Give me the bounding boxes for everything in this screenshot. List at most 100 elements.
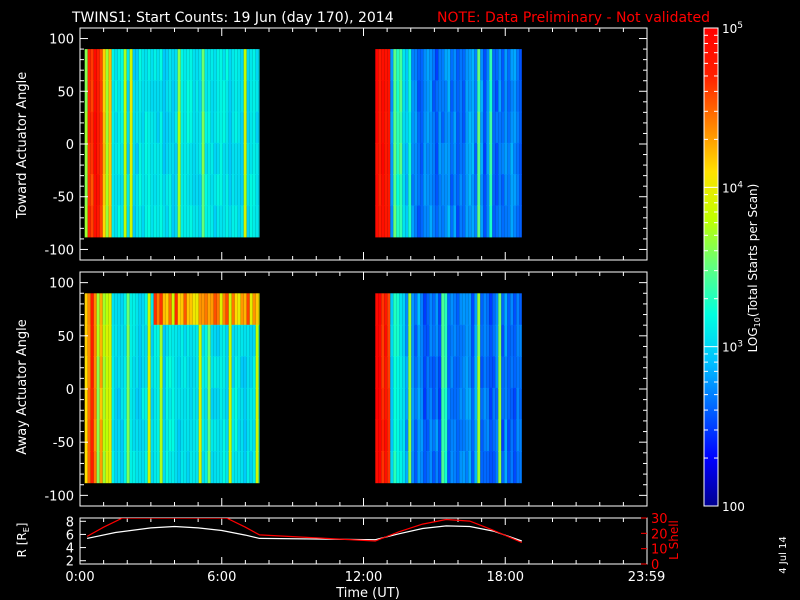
heatmap-cell <box>204 174 208 207</box>
heatmap-cell <box>396 387 400 421</box>
y-tick-label: -50 <box>53 436 74 451</box>
heatmap-cell <box>156 451 160 484</box>
heatmap-cell <box>90 387 94 421</box>
heatmap-cell <box>171 419 175 452</box>
heatmap-cell <box>216 49 220 81</box>
heatmap-cell <box>150 419 154 452</box>
heatmap-cell <box>222 324 226 357</box>
heatmap-cell <box>228 419 232 452</box>
heatmap-cell <box>231 324 235 357</box>
colorbar: 100 103 104 105 <box>703 21 745 514</box>
heatmap-cell <box>135 80 139 113</box>
heatmap-cell <box>504 80 508 113</box>
heatmap-cell <box>189 387 193 421</box>
heatmap-cell <box>495 80 499 113</box>
heatmap-cell <box>183 293 187 326</box>
heatmap-cell <box>507 356 511 389</box>
heatmap-cell <box>465 387 469 421</box>
heatmap-cell <box>213 419 217 452</box>
heatmap-cell <box>165 142 169 175</box>
heatmap-cell <box>174 174 178 207</box>
heatmap-cell <box>492 324 496 357</box>
heatmap-cell <box>123 324 127 357</box>
heatmap-cell <box>225 451 229 484</box>
heatmap-cell <box>129 49 133 81</box>
heatmap-cell <box>387 324 391 357</box>
heatmap-cell <box>411 174 415 207</box>
heatmap-cell <box>435 419 439 452</box>
heatmap-cell <box>198 356 202 389</box>
heatmap-cell <box>405 419 409 452</box>
heatmap-cell <box>249 356 253 389</box>
heatmap-cell <box>237 356 241 389</box>
heatmap-cell <box>516 49 520 81</box>
heatmap-cell <box>402 324 406 357</box>
heatmap-cell <box>495 142 499 175</box>
heatmap-cell <box>483 111 487 144</box>
heatmap-cell <box>231 80 235 113</box>
heatmap-cell <box>132 80 136 113</box>
heatmap-cell <box>447 49 451 81</box>
heatmap-cell <box>201 324 205 357</box>
heatmap-cell <box>144 174 148 207</box>
heatmap-cell <box>480 205 484 238</box>
heatmap-cell <box>489 142 493 175</box>
heatmap-cell <box>240 387 244 421</box>
heatmap-cell <box>102 387 106 421</box>
heatmap-cell <box>219 80 223 113</box>
heatmap-cell <box>135 293 139 326</box>
heatmap-cell <box>222 142 226 175</box>
heatmap-cell <box>204 356 208 389</box>
heatmap-cell <box>90 111 94 144</box>
heatmap-cell <box>114 356 118 389</box>
heatmap-cell <box>93 356 97 389</box>
heatmap-cell <box>96 356 100 389</box>
heatmap-cell <box>258 356 260 389</box>
heatmap-cell <box>156 111 160 144</box>
heatmap-cell <box>405 205 409 238</box>
heatmap-cell <box>384 293 388 326</box>
heatmap-cell <box>183 111 187 144</box>
heatmap-cell <box>117 80 121 113</box>
heatmap-cell <box>399 419 403 452</box>
heatmap-cell <box>189 419 193 452</box>
heatmap-cell <box>375 356 379 389</box>
heatmap-cell <box>420 49 424 81</box>
heatmap-cell <box>501 111 505 144</box>
heatmap-cell <box>159 49 163 81</box>
heatmap-cell <box>429 205 433 238</box>
heatmap-cell <box>411 80 415 113</box>
heatmap-cell <box>255 356 259 389</box>
heatmap-cell <box>510 387 514 421</box>
heatmap-cell <box>441 293 445 326</box>
heatmap-cell <box>402 387 406 421</box>
heatmap-cell <box>147 80 151 113</box>
heatmap-cell <box>384 387 388 421</box>
heatmap-cell <box>513 111 517 144</box>
heatmap-cell <box>105 324 109 357</box>
heatmap-cell <box>195 387 199 421</box>
heatmap-cell <box>510 293 514 326</box>
heatmap-cell <box>132 451 136 484</box>
heatmap-cell <box>471 205 475 238</box>
heatmap-cell <box>111 419 115 452</box>
heatmap-cell <box>102 451 106 484</box>
heatmap-cell <box>399 293 403 326</box>
heatmap-cell <box>243 419 247 452</box>
heatmap-cell <box>96 174 100 207</box>
heatmap-cell <box>120 451 124 484</box>
heatmap-cell <box>201 387 205 421</box>
heatmap-cell <box>399 174 403 207</box>
heatmap-cell <box>411 324 415 357</box>
heatmap-cell <box>90 451 94 484</box>
heatmap-cell <box>459 324 463 357</box>
heatmap-cell <box>105 293 109 326</box>
heatmap-cell <box>255 49 259 81</box>
heatmap-cell <box>498 111 502 144</box>
heatmap-cell <box>234 80 238 113</box>
heatmap-cell <box>228 324 232 357</box>
heatmap-cell <box>462 451 466 484</box>
heatmap-cell <box>504 174 508 207</box>
heatmap-cell <box>384 451 388 484</box>
heatmap-cell <box>108 174 112 207</box>
